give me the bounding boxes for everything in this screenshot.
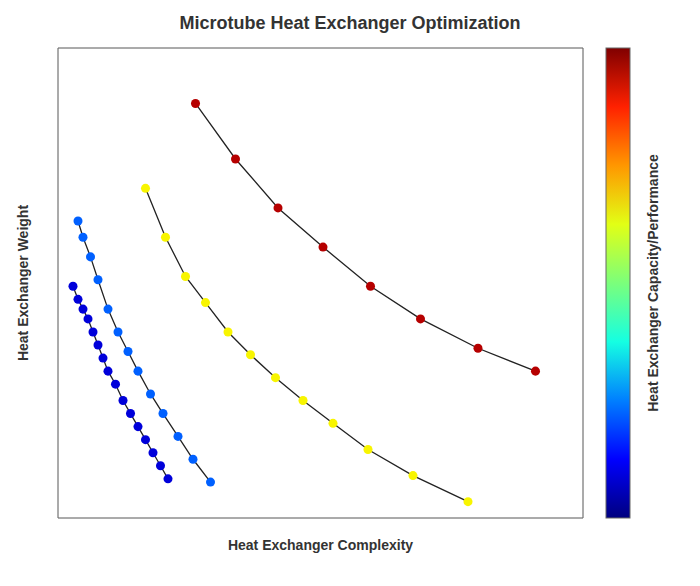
html-text:Microtube Heat Exchanger Optim: Microtube Heat Exchanger Optimization bbox=[179, 13, 521, 33]
svg-text:Heat Exchanger Complexity: Heat Exchanger Complexity bbox=[228, 537, 413, 553]
svg-text:Heat Exchanger Weight: Heat Exchanger Weight bbox=[15, 205, 31, 361]
svg-text:Heat Exchanger Capacity/Perfor: Heat Exchanger Capacity/Performance bbox=[645, 154, 661, 412]
